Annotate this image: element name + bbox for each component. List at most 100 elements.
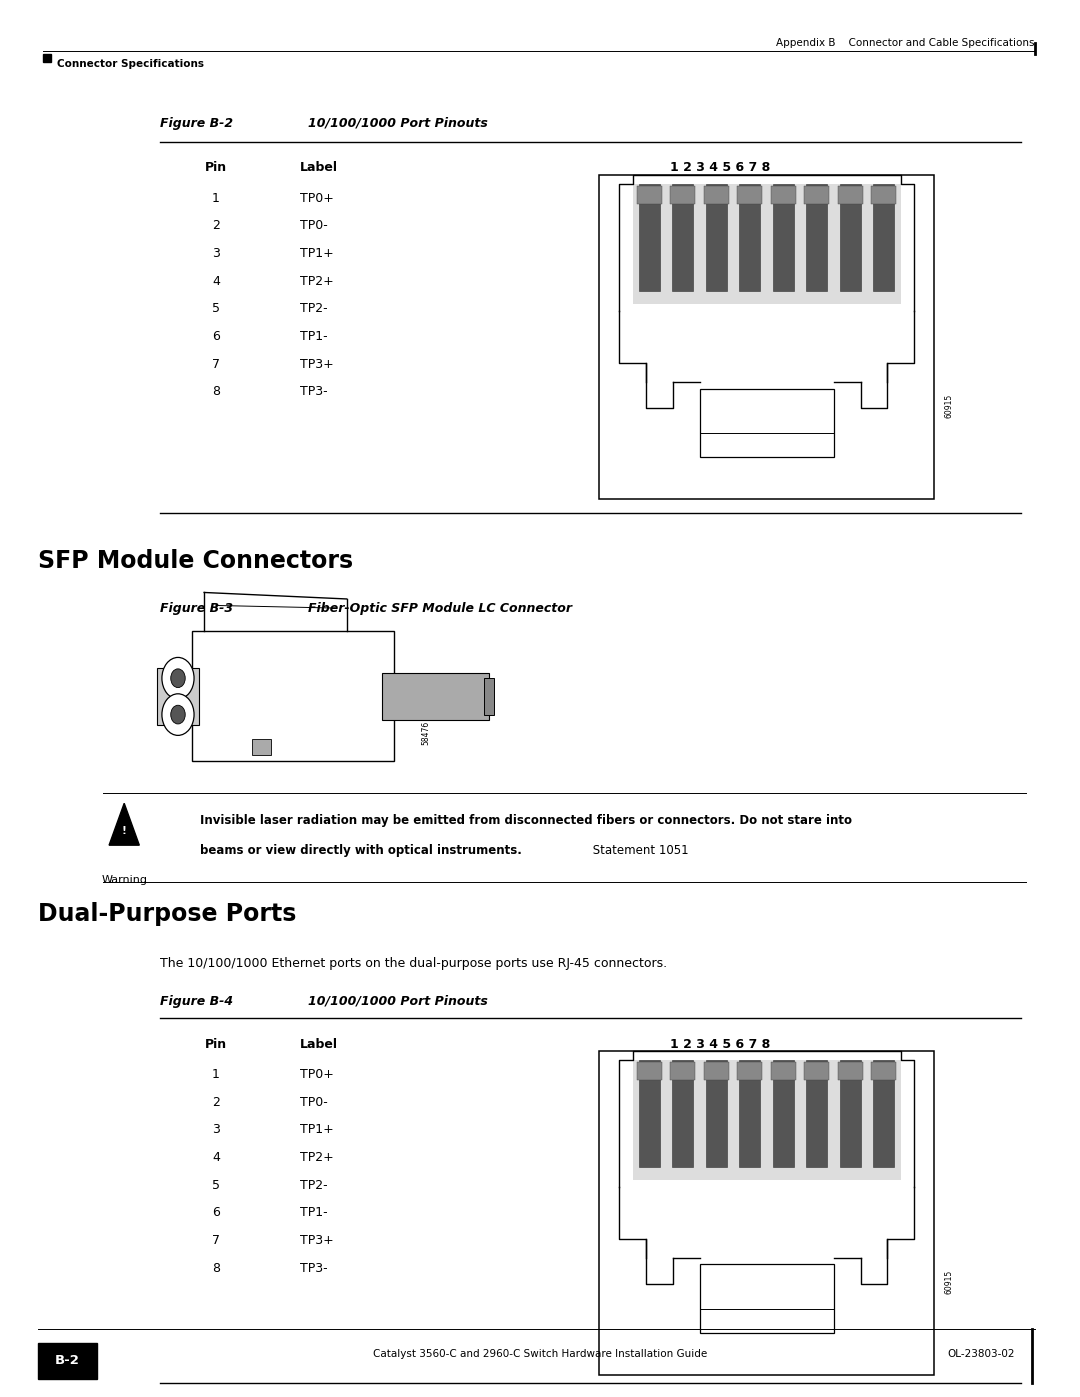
Bar — [633, 1060, 901, 1180]
Text: Statement 1051: Statement 1051 — [589, 844, 688, 856]
Text: B-2: B-2 — [55, 1354, 80, 1368]
Bar — [700, 388, 834, 457]
Bar — [840, 184, 861, 292]
Bar — [807, 1060, 827, 1168]
Text: 2: 2 — [212, 1095, 220, 1109]
Text: 5: 5 — [212, 302, 220, 316]
Bar — [706, 184, 727, 292]
Bar — [706, 1060, 727, 1168]
Text: OL-23803-02: OL-23803-02 — [948, 1348, 1015, 1359]
Text: 4: 4 — [212, 275, 220, 288]
Bar — [740, 184, 760, 292]
Text: TP1-: TP1- — [300, 330, 328, 344]
Bar — [639, 184, 660, 292]
Bar — [637, 1062, 662, 1080]
Text: TP0-: TP0- — [300, 1095, 328, 1109]
Polygon shape — [109, 803, 139, 845]
Text: TP3+: TP3+ — [300, 358, 334, 370]
Bar — [805, 186, 829, 204]
Text: beams or view directly with optical instruments.: beams or view directly with optical inst… — [200, 844, 522, 856]
Bar — [633, 184, 901, 305]
Bar — [637, 186, 662, 204]
Text: 7: 7 — [212, 358, 220, 370]
Bar — [599, 1051, 934, 1375]
Bar — [872, 1062, 896, 1080]
Text: Pin: Pin — [205, 162, 227, 175]
Text: The 10/100/1000 Ethernet ports on the dual-purpose ports use RJ-45 connectors.: The 10/100/1000 Ethernet ports on the du… — [160, 957, 667, 970]
Bar — [704, 1062, 729, 1080]
Text: Warning: Warning — [102, 875, 147, 884]
Text: 10/100/1000 Port Pinouts: 10/100/1000 Port Pinouts — [308, 117, 488, 130]
Text: Figure B-4: Figure B-4 — [160, 995, 233, 1007]
Bar — [252, 739, 271, 754]
Bar — [874, 184, 894, 292]
Bar — [485, 678, 494, 715]
Text: TP2+: TP2+ — [300, 275, 334, 288]
Bar — [38, 1343, 97, 1379]
Text: 1 2 3 4 5 6 7 8: 1 2 3 4 5 6 7 8 — [670, 1038, 770, 1051]
Circle shape — [171, 705, 185, 724]
Text: TP1-: TP1- — [300, 1207, 328, 1220]
Bar — [704, 186, 729, 204]
Bar — [738, 1062, 762, 1080]
Text: Fiber-Optic SFP Module LC Connector: Fiber-Optic SFP Module LC Connector — [308, 602, 571, 615]
Bar — [192, 631, 394, 761]
Text: 6: 6 — [212, 1207, 220, 1220]
Text: TP0+: TP0+ — [300, 191, 334, 205]
Text: 10/100/1000 Port Pinouts: 10/100/1000 Port Pinouts — [308, 995, 488, 1007]
Text: 7: 7 — [212, 1234, 220, 1248]
Bar — [838, 1062, 863, 1080]
Bar — [771, 1062, 796, 1080]
Text: 58476: 58476 — [421, 721, 430, 745]
Bar — [874, 1060, 894, 1168]
Text: TP2+: TP2+ — [300, 1151, 334, 1164]
Text: 1: 1 — [212, 1067, 220, 1081]
Bar — [43, 54, 51, 63]
Bar — [840, 1060, 861, 1168]
Text: Appendix B    Connector and Cable Specifications: Appendix B Connector and Cable Specifica… — [777, 38, 1035, 49]
Text: SFP Module Connectors: SFP Module Connectors — [38, 549, 353, 573]
Text: 3: 3 — [212, 247, 220, 260]
Bar — [805, 1062, 829, 1080]
Text: !: ! — [122, 826, 126, 835]
Text: 1: 1 — [212, 191, 220, 205]
Text: TP3+: TP3+ — [300, 1234, 334, 1248]
Text: TP2-: TP2- — [300, 1179, 328, 1192]
Text: 60915: 60915 — [945, 394, 954, 418]
Bar — [673, 184, 693, 292]
Text: 5: 5 — [212, 1179, 220, 1192]
Text: 6: 6 — [212, 330, 220, 344]
Bar — [671, 186, 696, 204]
Bar — [838, 186, 863, 204]
Text: 4: 4 — [212, 1151, 220, 1164]
Text: TP3-: TP3- — [300, 1261, 328, 1274]
Text: TP3-: TP3- — [300, 386, 328, 398]
Text: Dual-Purpose Ports: Dual-Purpose Ports — [38, 902, 296, 926]
Text: 1 2 3 4 5 6 7 8: 1 2 3 4 5 6 7 8 — [670, 162, 770, 175]
Circle shape — [162, 658, 194, 698]
Text: 8: 8 — [212, 1261, 220, 1274]
Bar — [599, 175, 934, 499]
Text: Label: Label — [300, 1038, 338, 1051]
Bar — [671, 1062, 696, 1080]
Bar — [157, 668, 200, 725]
Bar — [872, 186, 896, 204]
Bar — [740, 1060, 760, 1168]
Bar — [700, 1264, 834, 1333]
Text: TP0-: TP0- — [300, 219, 328, 232]
Text: Connector Specifications: Connector Specifications — [57, 59, 204, 70]
Text: 3: 3 — [212, 1123, 220, 1136]
Bar — [807, 184, 827, 292]
Text: TP1+: TP1+ — [300, 1123, 334, 1136]
Text: 60915: 60915 — [945, 1270, 954, 1294]
Text: Figure B-3: Figure B-3 — [160, 602, 233, 615]
Bar — [773, 1060, 794, 1168]
Text: 8: 8 — [212, 386, 220, 398]
Text: Catalyst 3560-C and 2960-C Switch Hardware Installation Guide: Catalyst 3560-C and 2960-C Switch Hardwa… — [373, 1348, 707, 1359]
Text: Figure B-2: Figure B-2 — [160, 117, 233, 130]
Text: TP1+: TP1+ — [300, 247, 334, 260]
Text: Pin: Pin — [205, 1038, 227, 1051]
Text: TP2-: TP2- — [300, 302, 328, 316]
Bar — [738, 186, 762, 204]
Text: 2: 2 — [212, 219, 220, 232]
